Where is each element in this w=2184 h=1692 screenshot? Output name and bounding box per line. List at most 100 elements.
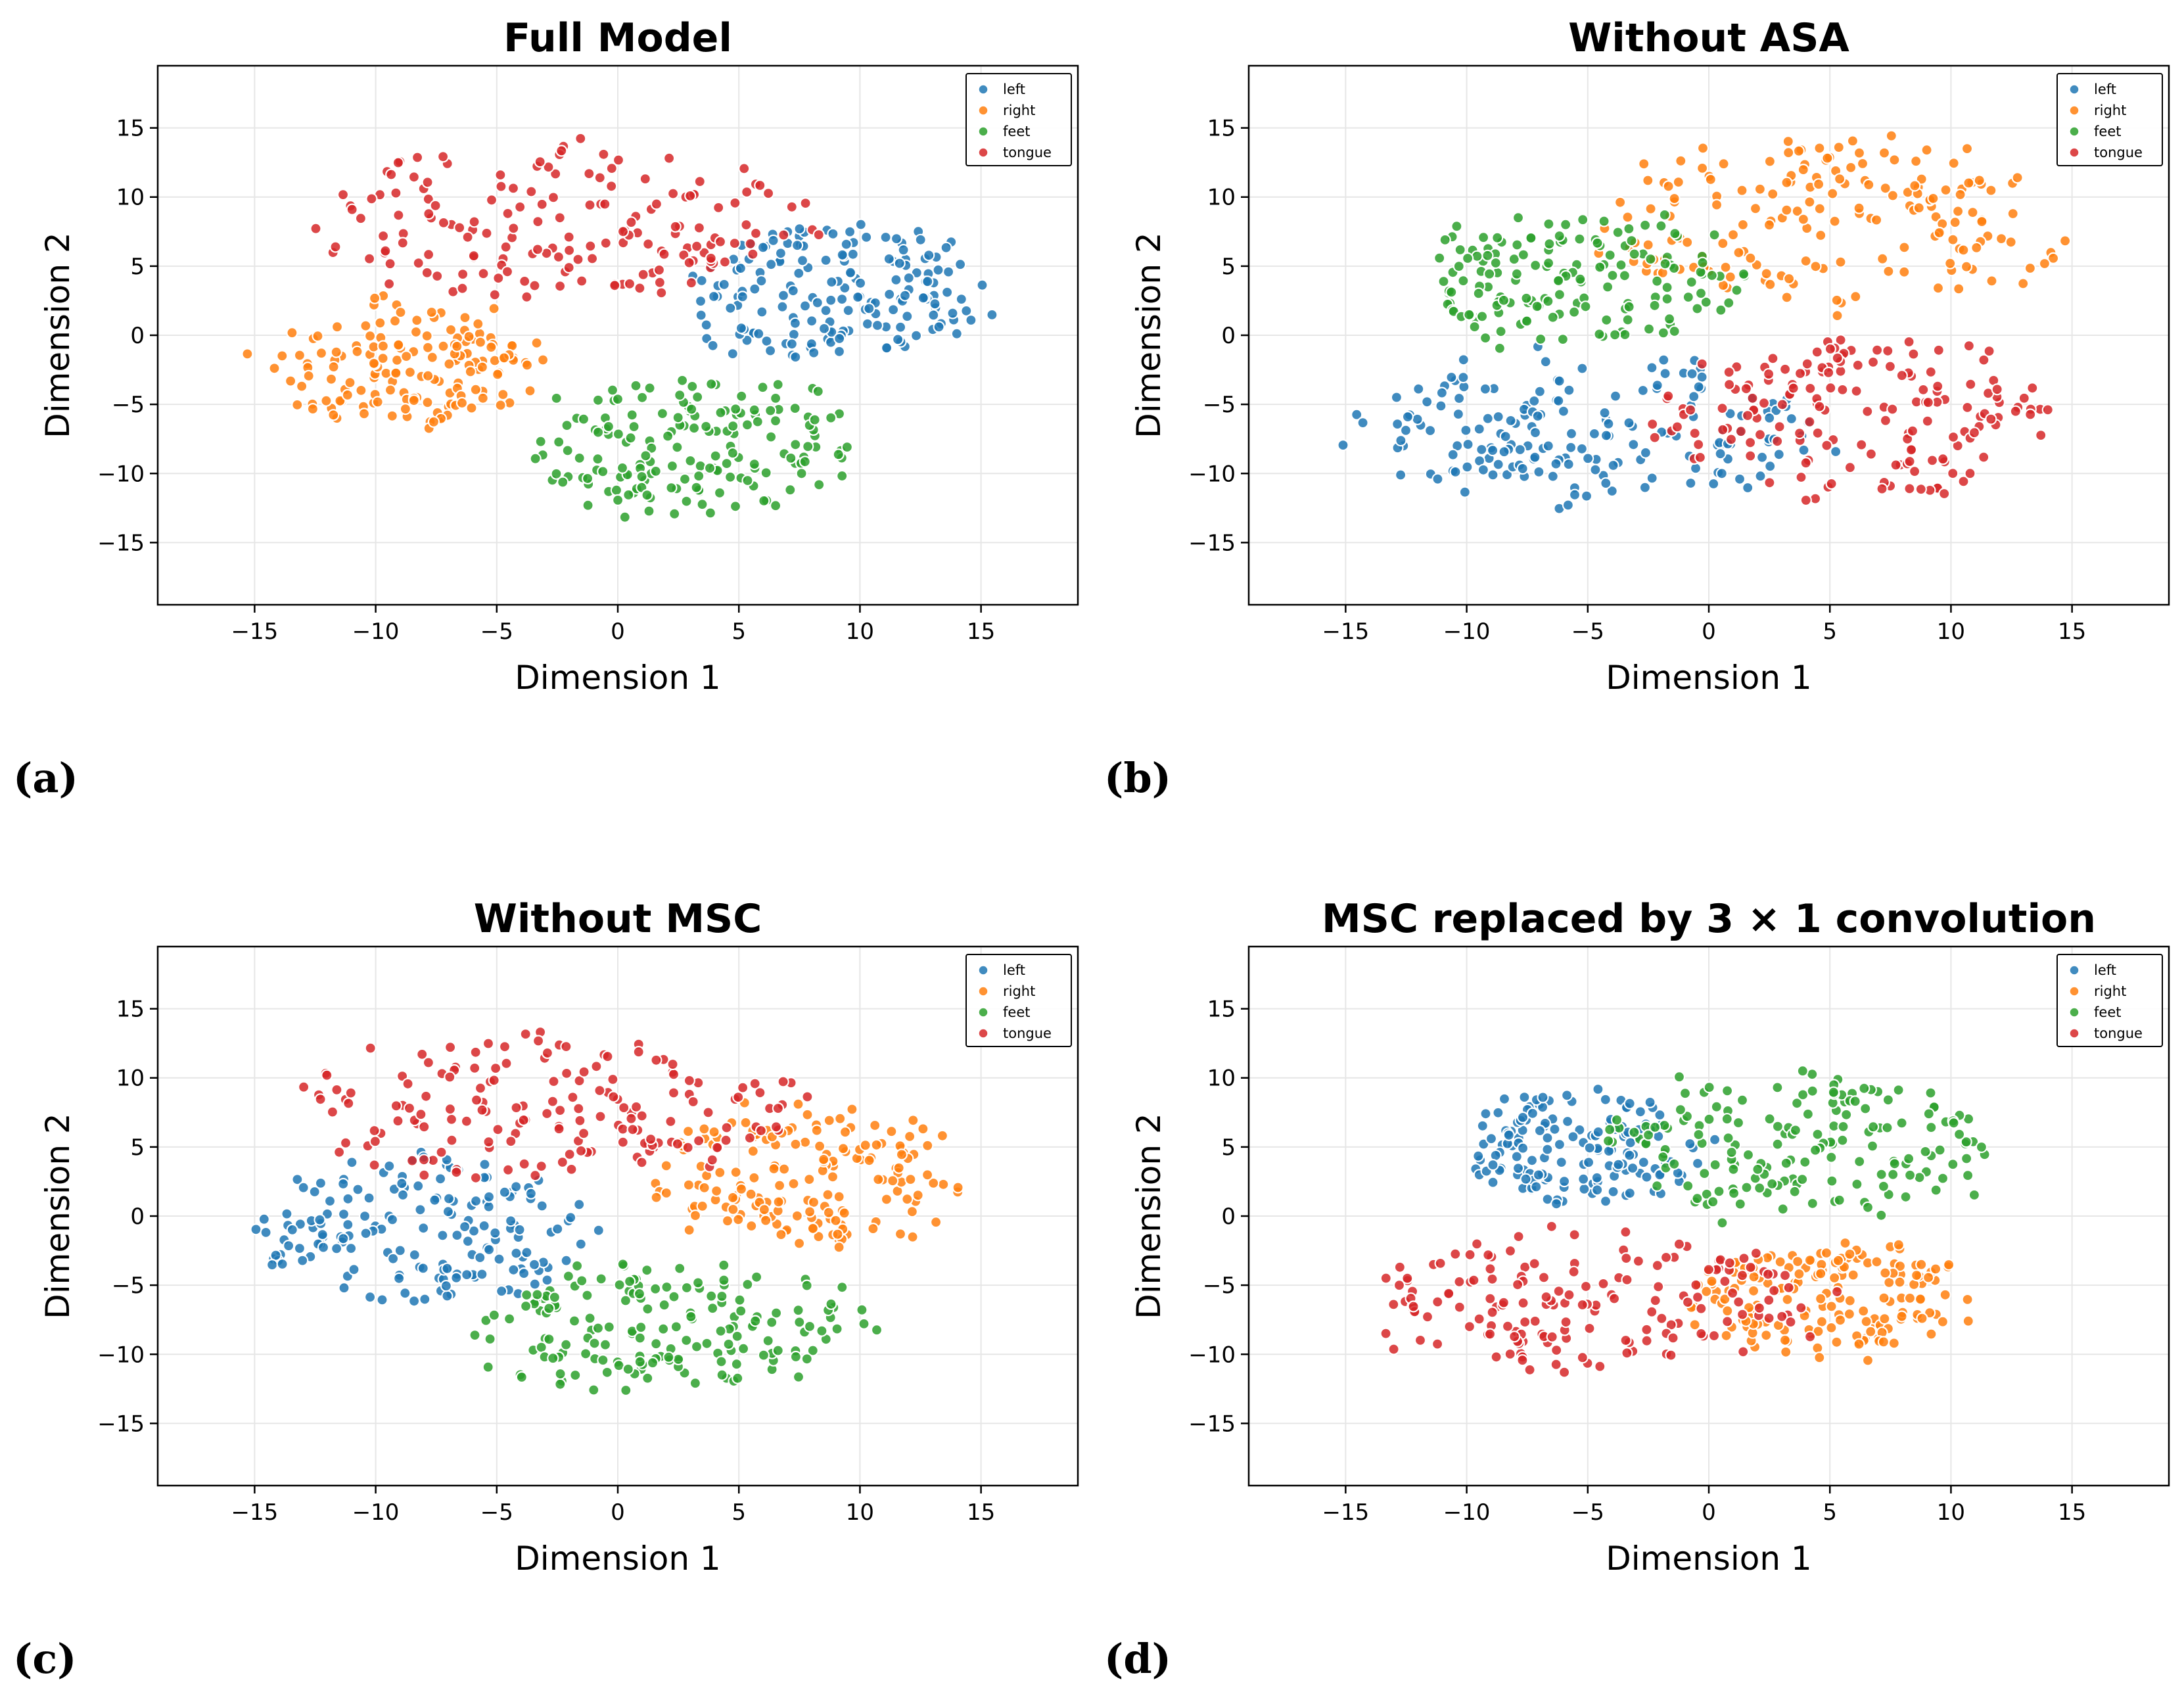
point-left — [965, 314, 977, 327]
point-tongue — [1937, 453, 1949, 465]
point-right — [921, 1169, 934, 1181]
point-feet — [634, 1332, 646, 1344]
point-right — [863, 1154, 875, 1167]
point-left — [1607, 459, 1619, 472]
point-feet — [784, 484, 797, 496]
point-tongue — [1924, 365, 1937, 379]
point-right — [1675, 154, 1687, 167]
point-feet — [1796, 1173, 1809, 1186]
point-right — [1793, 1267, 1805, 1281]
point-feet — [1953, 1128, 1966, 1140]
point-right — [368, 292, 381, 304]
point-left — [1684, 477, 1697, 490]
chart-title: Without ASA — [1568, 15, 1849, 61]
point-feet — [562, 1270, 575, 1282]
point-right — [787, 1177, 800, 1190]
point-tongue — [577, 1127, 590, 1140]
point-right — [903, 1130, 916, 1143]
legend-label-tongue: tongue — [2094, 145, 2143, 160]
point-left — [749, 283, 761, 295]
point-feet — [1642, 1129, 1655, 1141]
point-feet — [1791, 1097, 1803, 1110]
point-left — [1609, 390, 1622, 402]
point-feet — [792, 1371, 805, 1383]
point-feet — [1691, 302, 1704, 315]
point-left — [724, 302, 737, 314]
point-left — [1651, 379, 1663, 392]
point-left — [1487, 1158, 1499, 1171]
point-feet — [735, 390, 748, 402]
point-feet — [548, 1291, 561, 1304]
point-right — [714, 1166, 726, 1179]
point-tongue — [1620, 1252, 1633, 1265]
point-feet — [1497, 294, 1510, 306]
y-tick-label: 10 — [1207, 185, 1236, 211]
point-tongue — [1594, 1360, 1606, 1373]
point-feet — [649, 1282, 662, 1295]
point-left — [765, 258, 778, 271]
point-left — [276, 1257, 289, 1271]
point-tongue — [754, 179, 766, 192]
point-right — [411, 314, 423, 327]
point-feet — [1452, 260, 1465, 273]
point-tongue — [476, 1104, 488, 1116]
point-left — [337, 1233, 350, 1245]
point-left — [1492, 410, 1504, 423]
y-tick-label: 10 — [116, 185, 145, 211]
point-feet — [1483, 268, 1496, 280]
y-tick-label: −10 — [1188, 461, 1236, 487]
point-feet — [1600, 314, 1613, 326]
point-right — [530, 337, 543, 349]
point-tongue — [749, 1077, 761, 1090]
point-feet — [1543, 218, 1555, 230]
point-tongue — [778, 229, 790, 241]
x-tick-label: 10 — [846, 619, 874, 645]
point-left — [442, 1192, 455, 1205]
point-feet — [488, 1309, 501, 1321]
point-tongue — [1985, 413, 1997, 425]
point-tongue — [1484, 1263, 1497, 1275]
point-feet — [1706, 269, 1718, 282]
point-left — [1582, 452, 1594, 465]
point-right — [823, 1114, 835, 1127]
point-tongue — [1688, 427, 1701, 440]
point-left — [902, 271, 915, 284]
point-left — [297, 1181, 310, 1194]
point-feet — [582, 499, 594, 511]
point-left — [1447, 448, 1459, 461]
point-tongue — [1407, 1300, 1420, 1313]
point-left — [764, 344, 777, 357]
point-right — [444, 323, 457, 336]
point-tongue — [461, 231, 474, 243]
point-left — [1714, 448, 1727, 460]
point-tongue — [605, 180, 618, 193]
point-left — [565, 1211, 577, 1224]
point-feet — [748, 404, 760, 416]
point-left — [1763, 411, 1776, 425]
point-left — [1689, 462, 1702, 475]
point-right — [901, 1193, 914, 1206]
point-left — [436, 1229, 449, 1242]
y-axis-label: Dimension 2 — [1130, 1113, 1168, 1319]
point-right — [1843, 1307, 1855, 1321]
point-tongue — [720, 1134, 732, 1146]
point-left — [1578, 1183, 1591, 1196]
point-right — [1736, 184, 1748, 197]
point-feet — [1903, 1152, 1915, 1165]
point-tongue — [488, 289, 501, 301]
point-tongue — [467, 250, 480, 262]
point-feet — [641, 1372, 654, 1384]
point-right — [1966, 206, 1979, 219]
point-left — [323, 1194, 337, 1208]
point-feet — [1651, 1179, 1663, 1192]
point-tongue — [586, 252, 599, 265]
x-tick-label: 15 — [967, 619, 995, 645]
point-tongue — [437, 216, 450, 229]
y-tick-label: −10 — [1188, 1342, 1236, 1368]
point-left — [1460, 424, 1472, 436]
point-right — [1847, 1269, 1859, 1281]
point-tongue — [1890, 459, 1902, 471]
point-feet — [1715, 304, 1727, 316]
point-left — [840, 238, 852, 250]
